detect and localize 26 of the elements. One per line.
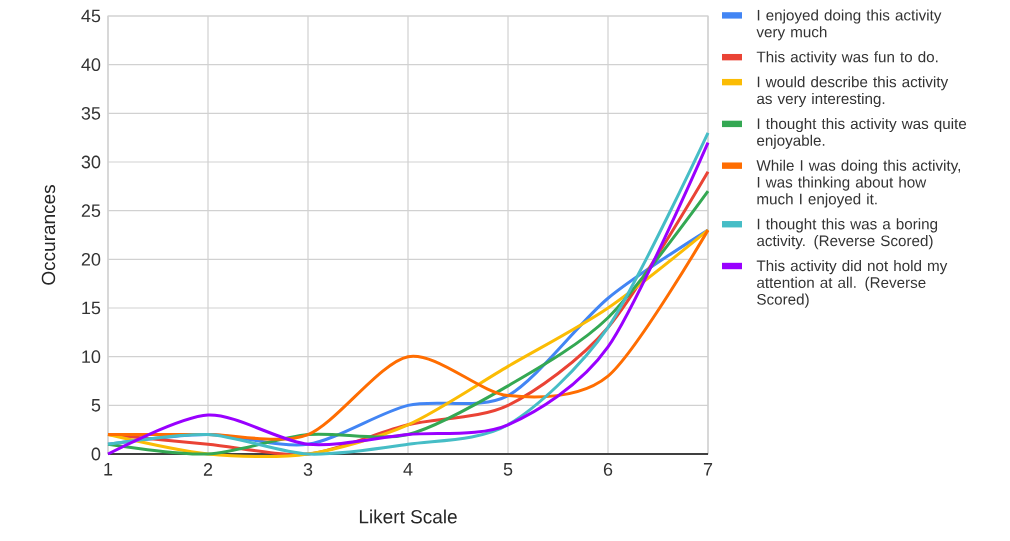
x-tick-label: 1 xyxy=(104,463,113,476)
legend-label: I thought this was a boring activity. (Reverse Scored) xyxy=(757,218,938,250)
y-tick-label: 35 xyxy=(81,106,101,120)
legend-label: I enjoyed doing this activity very much xyxy=(756,9,942,41)
y-tick-label: 30 xyxy=(81,155,101,169)
y-tick-label: 45 xyxy=(81,9,101,23)
legend-label: I thought this activity was quite enjoyable. xyxy=(757,117,967,149)
legend-label: This activity did not hold my attention at all. (Reverse Scored) xyxy=(756,260,948,308)
x-tick-label: 5 xyxy=(503,463,513,476)
y-axis-title: Occurances xyxy=(41,185,56,285)
x-tick-label: 6 xyxy=(603,463,613,476)
y-tick-label: 20 xyxy=(81,252,101,266)
x-tick-label: 4 xyxy=(403,463,413,476)
y-tick-label: 5 xyxy=(91,399,101,412)
legend-label: While I was doing this activity, I was thinking about how much I enjoyed it. xyxy=(756,159,961,208)
y-tick-label: 40 xyxy=(81,58,101,72)
x-tick-label: 7 xyxy=(703,463,713,476)
y-tick-label: 0 xyxy=(91,447,101,461)
x-tick-label: 3 xyxy=(303,463,313,476)
y-tick-label: 10 xyxy=(82,350,101,364)
legend-label: This activity was fun to do. xyxy=(756,51,938,66)
y-tick-label: 25 xyxy=(81,204,101,218)
y-tick-label: 15 xyxy=(82,301,101,315)
x-axis-title: Likert Scale xyxy=(359,509,457,524)
x-tick-label: 2 xyxy=(203,463,213,476)
legend-label: I would describe this activity as very interesting. xyxy=(757,76,949,108)
